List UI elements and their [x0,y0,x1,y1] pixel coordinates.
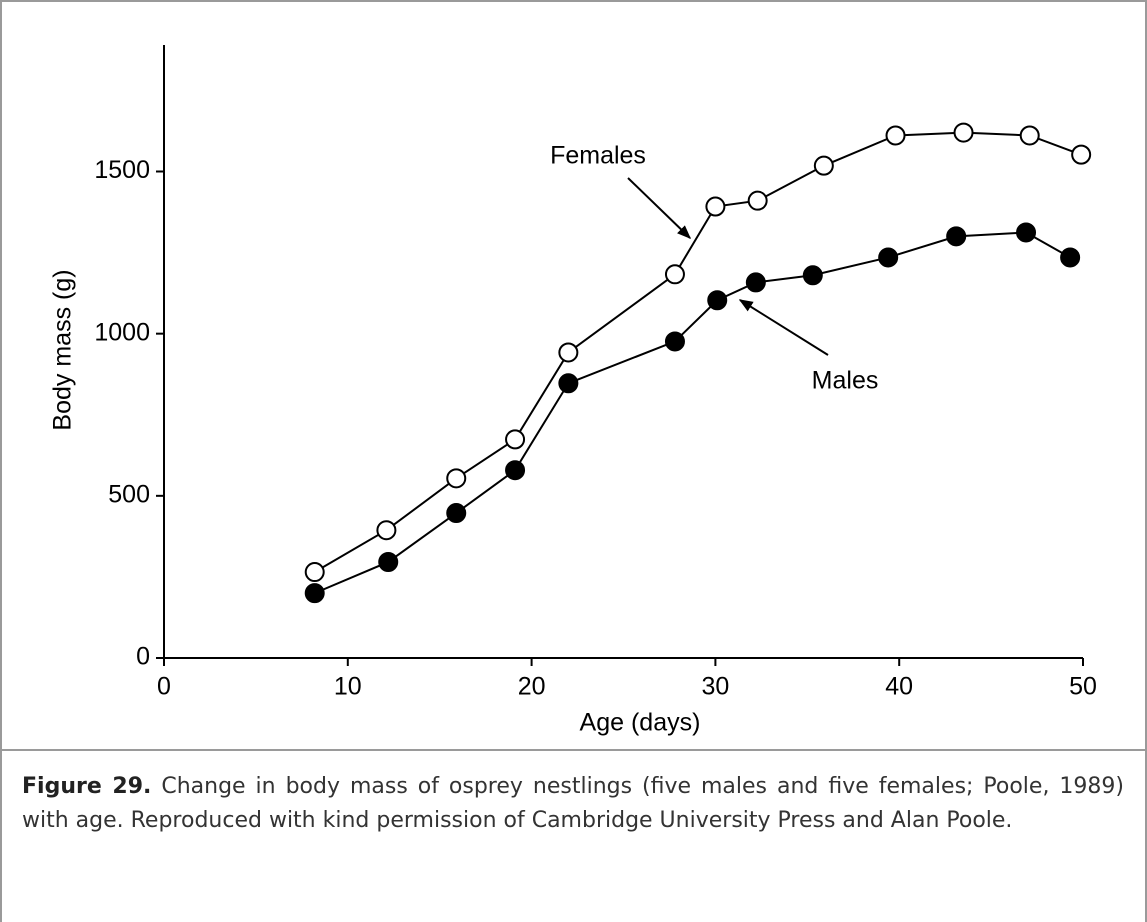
x-axis-label: Age (days) [580,709,701,737]
x-tick-label: 50 [1069,673,1097,701]
data-point [446,468,467,489]
y-tick-label: 0 [136,643,150,671]
caption: Figure 29. Change in body mass of osprey… [22,770,1124,838]
data-point [558,373,579,394]
data-point [745,272,766,293]
data-point [802,265,823,286]
separator [0,749,1147,751]
data-point [747,190,768,211]
y-axis-label: Body mass (g) [49,269,77,430]
data-point [304,562,325,583]
series-line [314,131,1082,573]
x-tick-label: 0 [157,673,171,701]
data-point [1019,125,1040,146]
data-point [376,520,397,541]
data-point [946,226,967,247]
series-annotation: Females [550,142,646,170]
x-tick-label: 20 [518,673,546,701]
series-line [314,231,1071,595]
annotation-arrow [627,177,692,239]
data-point [707,290,728,311]
data-point [304,583,325,604]
data-point [885,125,906,146]
data-point [505,429,526,450]
data-point [1060,247,1081,268]
data-point [705,196,726,217]
caption-text: Change in body mass of osprey nestlings … [22,774,1124,833]
y-tick-label: 1500 [94,156,150,184]
chart: Age (days) Body mass (g) 0 10 20 30 40 500500… [49,45,1097,737]
y-tick-label: 500 [108,480,150,508]
data-point [378,551,399,572]
annotation-arrow [738,299,829,356]
data-point [1071,144,1092,165]
data-point [1016,222,1037,243]
data-point [558,342,579,363]
data-point [505,460,526,481]
caption-label: Figure 29. [22,774,152,799]
data-point [813,155,834,176]
y-tick-label: 1000 [94,318,150,346]
data-point [953,122,974,143]
data-point [878,247,899,268]
data-point [664,264,685,285]
data-point [664,331,685,352]
x-tick-label: 40 [885,673,913,701]
x-tick-label: 10 [334,673,362,701]
data-point [446,503,467,524]
series-annotation: Males [812,367,879,395]
x-tick-label: 30 [701,673,729,701]
